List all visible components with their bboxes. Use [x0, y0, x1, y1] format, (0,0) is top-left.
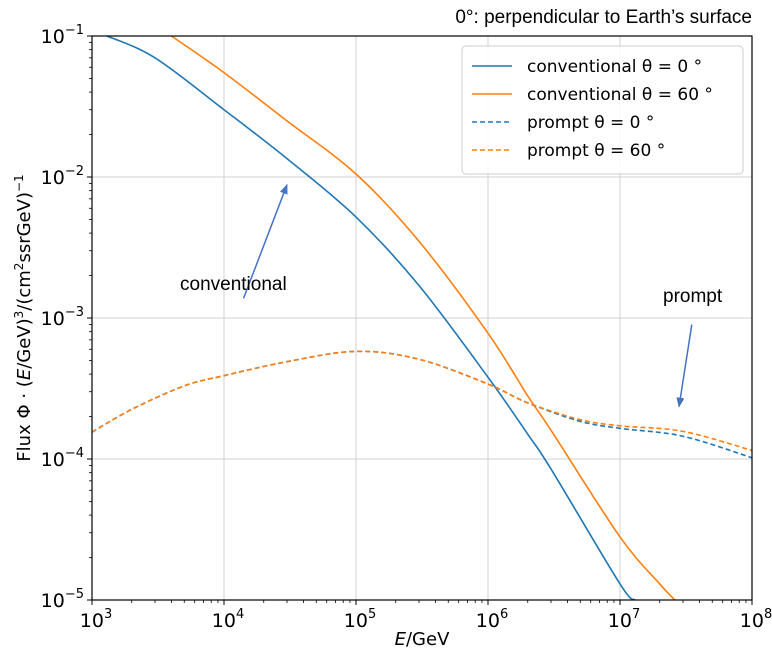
series-line-3 [92, 350, 752, 459]
y-tick-label: 10−2 [41, 164, 84, 189]
annotations: conventional prompt [180, 183, 723, 408]
chart-note: 0°: perpendicular to Earth’s surface [455, 7, 752, 28]
x-tick-label: 106 [476, 607, 508, 632]
series-line-1 [106, 36, 636, 600]
x-tick-label: 107 [608, 607, 640, 632]
y-tick-label: 10−4 [41, 446, 84, 471]
legend-label: prompt θ = 0 ° [527, 113, 654, 133]
prompt-annotation: prompt [663, 286, 723, 307]
x-tick-label: 104 [212, 607, 244, 632]
legend: conventional θ = 0 ° conventional θ = 60 … [461, 45, 744, 175]
conventional-arrow [242, 183, 288, 299]
x-axis-label: E/GeV [395, 629, 450, 650]
conventional-annotation: conventional [180, 274, 287, 295]
series-line-4 [92, 350, 752, 452]
series-layer [92, 36, 752, 600]
x-tick-label: 108 [740, 607, 772, 632]
prompt-arrow [676, 324, 693, 408]
y-tick-label: 10−5 [41, 587, 84, 612]
y-tick-label: 10−1 [41, 23, 84, 48]
series-line-2 [171, 36, 676, 600]
legend-box [461, 45, 744, 175]
legend-label: conventional θ = 60 ° [527, 85, 713, 105]
x-tick-label: 105 [344, 607, 376, 632]
x-tick-label: 103 [80, 607, 112, 632]
legend-label: conventional θ = 0 ° [527, 57, 702, 77]
y-tick-label: 10−3 [41, 305, 84, 330]
y-axis-label: Flux Φ · (E/GeV)3/(cm2ssrGeV)−1 [12, 174, 35, 461]
axis-ticks: 103 104 105 106 107 108 10−1 10−2 10−3 10−4 10−5 [41, 23, 772, 632]
legend-label: prompt θ = 60 ° [527, 141, 665, 161]
